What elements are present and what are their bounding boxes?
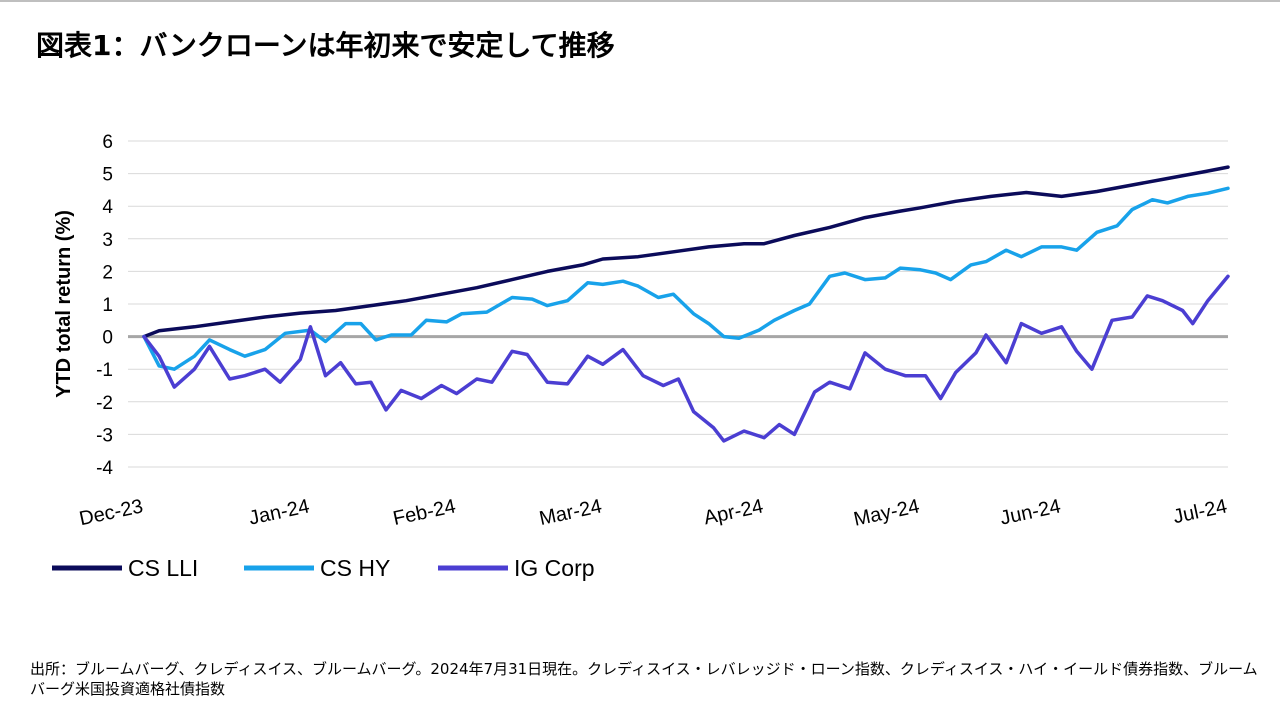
x-tick-label: Jul-24 xyxy=(1171,495,1229,528)
y-tick-label: 4 xyxy=(102,197,113,218)
legend-label: IG Corp xyxy=(514,555,595,581)
y-tick-label: -1 xyxy=(96,360,113,381)
x-tick-label: Jan-24 xyxy=(247,495,311,529)
x-tick-label: May-24 xyxy=(852,495,922,530)
x-tick-label: Feb-24 xyxy=(391,495,458,530)
x-tick-label: Apr-24 xyxy=(702,495,765,529)
legend-label: CS LLI xyxy=(128,555,198,581)
top-rule xyxy=(0,0,1280,2)
legend-label: CS HY xyxy=(320,555,390,581)
y-tick-label: 2 xyxy=(102,262,113,283)
x-tick-label: Dec-23 xyxy=(77,495,145,530)
series-line-ig-corp xyxy=(142,274,1230,443)
y-tick-label: -3 xyxy=(96,425,113,446)
page-title: 図表1：バンクローンは年初来で安定して推移 xyxy=(36,29,615,62)
x-tick-label: Mar-24 xyxy=(537,495,604,530)
y-tick-label: -4 xyxy=(96,458,113,479)
y-tick-label: 3 xyxy=(102,230,113,251)
y-tick-label: 1 xyxy=(102,295,113,316)
x-tick-label: Jun-24 xyxy=(998,495,1062,529)
series-line-cs-hy xyxy=(142,186,1230,371)
y-axis-label: YTD total return (%) xyxy=(53,210,75,398)
y-tick-label: 5 xyxy=(102,165,113,186)
y-tick-label: 0 xyxy=(102,328,113,349)
source-note: 出所：ブルームバーグ、クレディスイス、ブルームバーグ。2024年7月31日現在。… xyxy=(30,660,1258,698)
y-tick-label: -2 xyxy=(96,393,113,414)
y-tick-label: 6 xyxy=(102,132,113,153)
series-line-cs-lli xyxy=(142,165,1230,339)
